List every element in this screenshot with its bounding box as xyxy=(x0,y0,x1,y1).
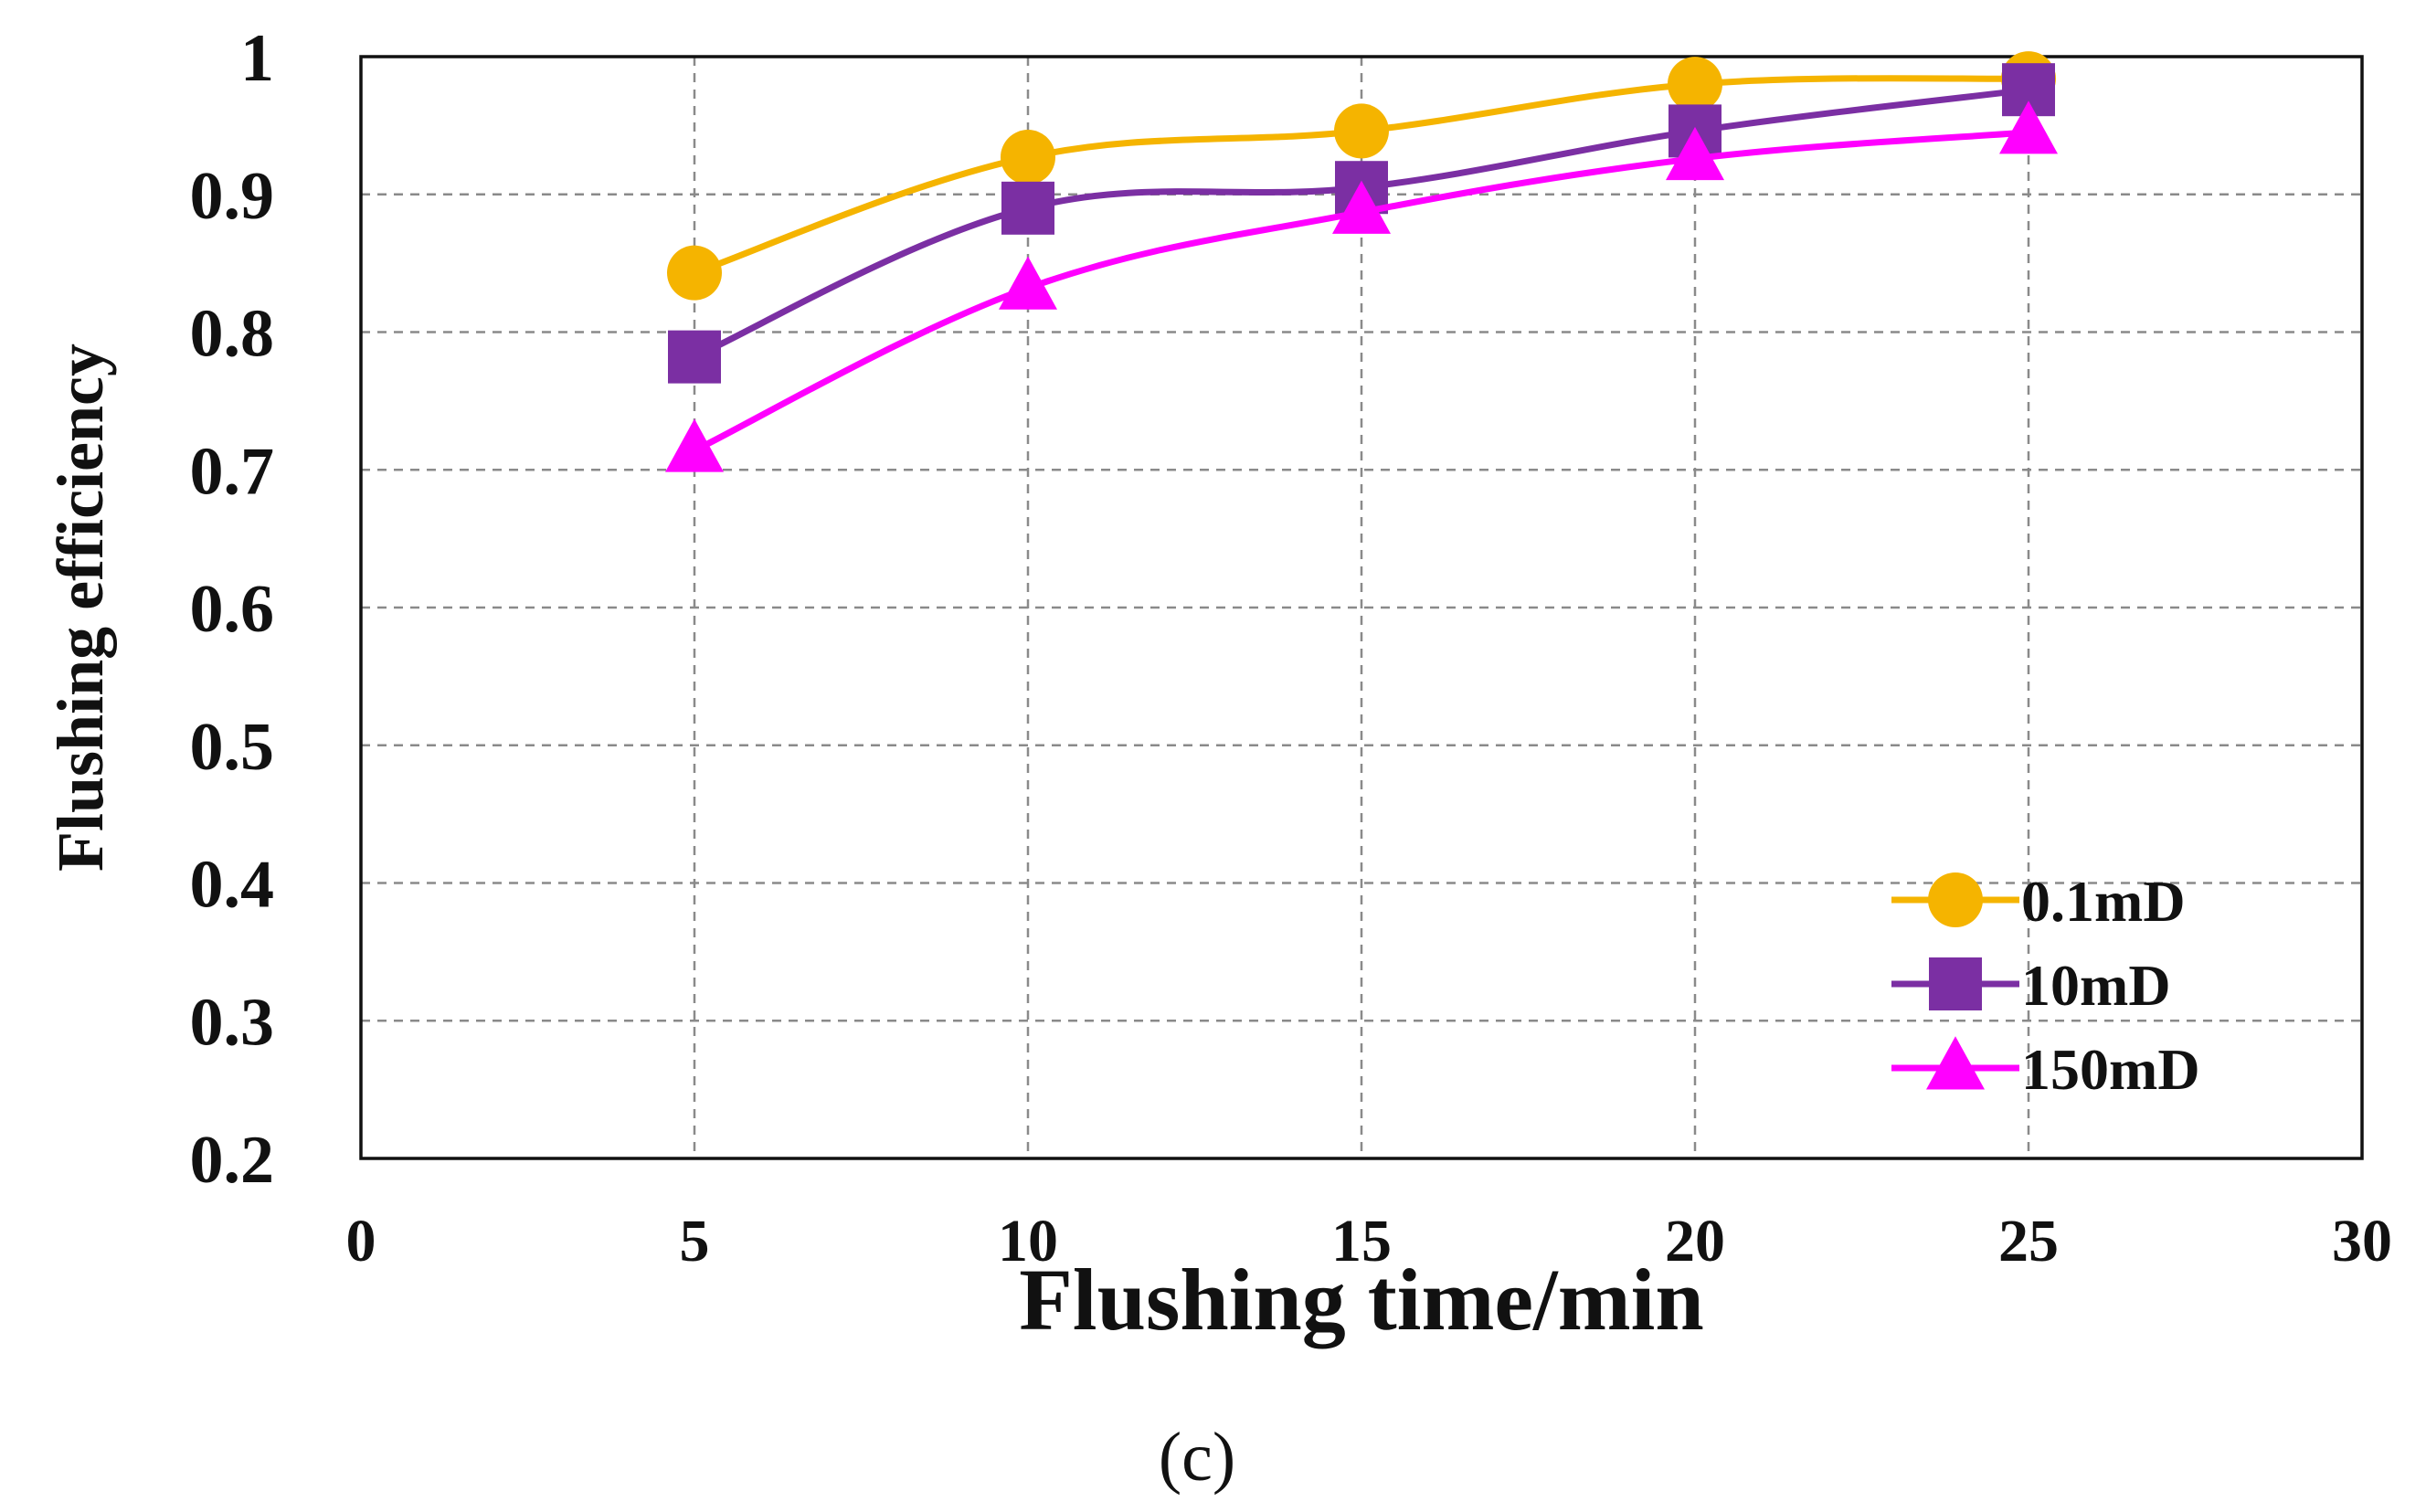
data-series xyxy=(665,51,2058,472)
legend-label: 0.1mD xyxy=(2021,869,2186,934)
x-tick-label: 25 xyxy=(1998,1208,2059,1274)
legend-marker-circle xyxy=(1928,872,1983,927)
x-tick-label: 0 xyxy=(346,1208,376,1274)
y-tick-labels: 0.2 0.3 0.4 0.5 0.6 0.7 0.8 0.9 1 xyxy=(190,21,275,1198)
data-point-circle xyxy=(1001,130,1055,185)
data-point-circle xyxy=(1334,103,1389,159)
y-axis-title: Flushing efficiency xyxy=(44,344,117,872)
legend-label: 10mD xyxy=(2021,953,2171,1018)
data-point-triangle xyxy=(665,418,724,472)
data-point-triangle xyxy=(1999,100,2058,154)
y-tick-label: 0.9 xyxy=(190,159,275,234)
data-point-triangle xyxy=(1666,126,1724,181)
x-tick-label: 10 xyxy=(998,1208,1058,1274)
x-tick-label: 5 xyxy=(680,1208,710,1274)
x-axis-title: Flushing time/min xyxy=(1019,1251,1703,1348)
y-tick-label: 0.7 xyxy=(190,434,275,509)
data-point-triangle xyxy=(1332,180,1391,234)
legend-entry: 0.1mD xyxy=(1891,869,2186,934)
legend: 0.1mD 10mD 150mD xyxy=(1891,869,2200,1102)
x-tick-labels: 0 5 10 15 20 25 30 xyxy=(346,1208,2393,1274)
y-tick-label: 0.2 xyxy=(190,1123,275,1198)
y-tick-label: 0.5 xyxy=(190,710,275,785)
legend-entry: 150mD xyxy=(1891,1036,2200,1102)
y-tick-label: 0.3 xyxy=(190,985,275,1060)
data-point-triangle xyxy=(999,256,1057,310)
data-point-square xyxy=(1001,181,1054,235)
legend-label: 150mD xyxy=(2021,1037,2200,1102)
x-tick-label: 15 xyxy=(1331,1208,1392,1274)
gridlines xyxy=(361,57,2362,1158)
data-point-circle xyxy=(667,245,722,301)
legend-marker-square xyxy=(1929,957,1982,1010)
y-tick-label: 1 xyxy=(240,21,274,96)
y-tick-label: 0.4 xyxy=(190,848,275,923)
data-point-circle xyxy=(1668,57,1722,112)
series-150md xyxy=(665,100,2058,472)
legend-marker-triangle xyxy=(1926,1036,1985,1090)
x-tick-label: 20 xyxy=(1665,1208,1725,1274)
legend-entry: 10mD xyxy=(1891,953,2171,1018)
plot-frame xyxy=(359,55,2364,1160)
y-tick-label: 0.6 xyxy=(190,572,275,647)
data-point-square xyxy=(668,330,721,384)
x-tick-label: 30 xyxy=(2332,1208,2392,1274)
y-tick-label: 0.8 xyxy=(190,297,275,372)
figure-caption: (c) xyxy=(1159,1419,1235,1496)
